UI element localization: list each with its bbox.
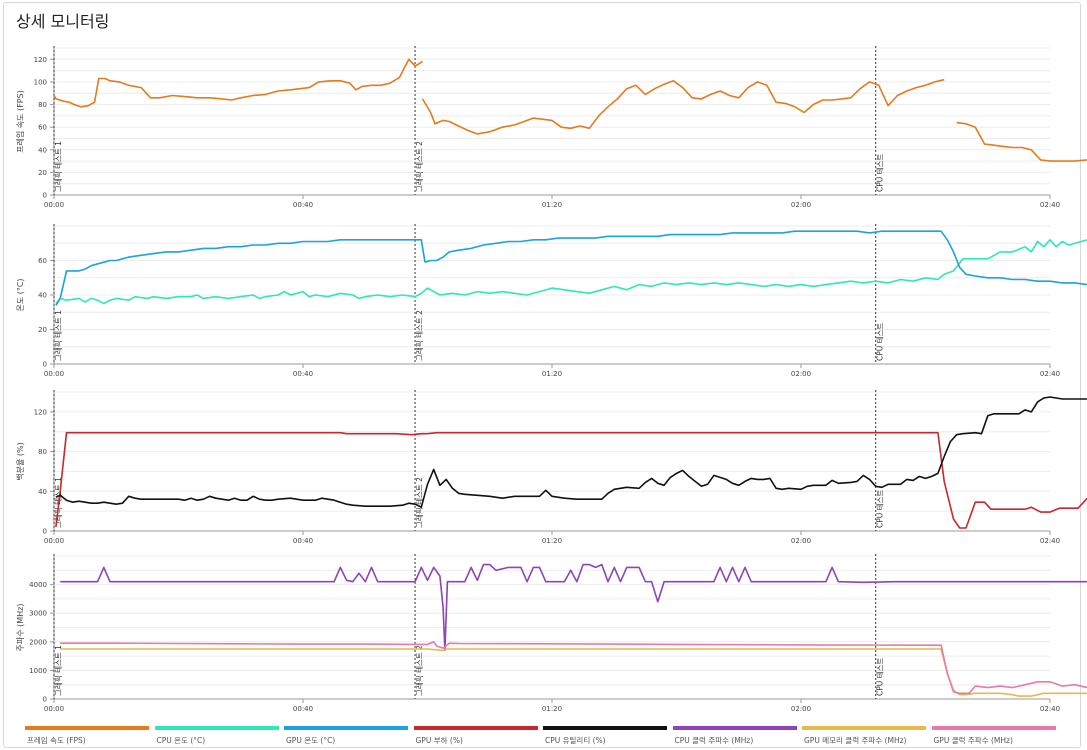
x-tick-label: 00:40 [293, 201, 313, 209]
series-line [55, 239, 426, 306]
y-tick-label: 120 [34, 408, 47, 416]
chart-4: 0 1000 2000 3000 4000 00:00 00:40 01:20 02:00 02:… [16, 554, 1087, 713]
legend-item[interactable]: GPU 클럭 주파수 (MHz) [931, 726, 1058, 746]
y-tick-label: 4000 [29, 581, 47, 589]
legend-label: GPU 메모리 클럭 주파수 (MHz) [804, 736, 907, 745]
x-tick-label: 00:40 [293, 370, 313, 378]
legend-label: CPU 온도 (°C) [156, 736, 206, 745]
x-tick-label: 01:20 [542, 201, 562, 209]
series-line [956, 121, 1087, 162]
legend-label: GPU 부하 (%) [415, 736, 463, 745]
legend-swatch [154, 726, 279, 730]
series-line [53, 58, 423, 108]
test-marker-label: CPU 테스트 [876, 658, 885, 696]
legend-swatch [802, 726, 926, 730]
y-tick-label: 20 [38, 326, 47, 334]
y-tick-label: 60 [38, 124, 47, 132]
chart-2: 0 20 40 60 00:00 00:40 01:20 02:00 02:40 온도 (°C) 그… [16, 224, 1087, 378]
y-tick-label: 80 [38, 101, 47, 109]
page-title: 상세 모니터링 [16, 12, 110, 31]
y-tick-label: 0 [43, 361, 47, 369]
y-tick-label: 0 [43, 528, 47, 536]
x-tick-label: 02:00 [791, 370, 811, 378]
y-axis-label: 주파수 (MHz) [16, 604, 25, 652]
x-tick-label: 02:40 [1040, 370, 1060, 378]
test-marker-label: CPU 테스트 [876, 154, 885, 192]
series-line [55, 431, 1087, 529]
legend-item[interactable]: 프레임 속도 (FPS) [25, 726, 151, 746]
test-marker-label: 그래픽 테스트 2 [414, 141, 424, 192]
legend-swatch [672, 726, 797, 730]
x-tick-label: 02:00 [791, 705, 811, 713]
test-marker-label: 그래픽 테스트 1 [53, 141, 63, 192]
legend-item[interactable]: CPU 온도 (°C) [154, 726, 281, 746]
x-tick-label: 00:00 [44, 370, 64, 378]
test-marker-label: 그래픽 테스트 1 [53, 310, 63, 361]
series-line [60, 640, 1087, 695]
legend-item[interactable]: GPU 온도 (°C) [284, 726, 410, 746]
legend-swatch [25, 726, 149, 730]
test-marker-label: 그래픽 테스트 2 [414, 310, 424, 361]
monitoring-charts: 0 20 40 60 80 100 120 00:00 00:40 01:20 02:00 02:40… [15, 46, 1087, 713]
series-line [60, 563, 1087, 652]
legend-swatch [284, 726, 408, 730]
legend-label: CPU 클럭 주파수 (MHz) [674, 736, 754, 745]
legend-label: CPU 유틸리티 (%) [545, 736, 606, 745]
x-tick-label: 02:40 [1040, 201, 1060, 209]
x-tick-label: 00:00 [44, 705, 64, 713]
x-tick-label: 01:20 [542, 370, 562, 378]
legend-label: GPU 클럭 주파수 (MHz) [933, 736, 1013, 745]
y-tick-label: 3000 [29, 610, 47, 618]
legend: 프레임 속도 (FPS) CPU 온도 (°C) GPU 온도 (°C) GPU 부하… [25, 726, 1065, 746]
legend-swatch [543, 726, 667, 730]
legend-label: 프레임 속도 (FPS) [27, 736, 86, 745]
y-tick-label: 0 [43, 696, 47, 704]
test-marker-label: 그래픽 테스트 2 [414, 645, 424, 696]
test-marker-label: CPU 테스트 [876, 490, 885, 528]
monitoring-panel [3, 2, 1081, 748]
legend-item[interactable]: GPU 부하 (%) [413, 726, 540, 746]
test-marker-label: CPU 테스트 [876, 323, 885, 361]
y-tick-label: 1000 [29, 667, 47, 675]
y-tick-label: 40 [38, 146, 47, 154]
x-tick-label: 01:20 [542, 705, 562, 713]
test-marker-label: 그래픽 테스트 1 [53, 477, 63, 528]
series-line [424, 230, 1087, 286]
chart-1: 0 20 40 60 80 100 120 00:00 00:40 01:20 02:00 02:40… [16, 46, 1087, 209]
x-tick-label: 00:00 [44, 537, 64, 545]
y-axis-label: 프레임 속도 (FPS) [16, 90, 25, 153]
series-line [60, 648, 1087, 697]
y-tick-label: 80 [38, 448, 47, 456]
y-tick-label: 40 [38, 292, 47, 300]
x-tick-label: 02:40 [1040, 705, 1060, 713]
chart-3: 0 40 80 120 00:00 00:40 01:20 02:00 02:40 백분율 (%)… [15, 390, 1087, 545]
x-tick-label: 02:00 [791, 201, 811, 209]
x-tick-label: 01:20 [542, 537, 562, 545]
y-axis-label: 백분율 (%) [15, 442, 25, 480]
y-tick-label: 40 [38, 488, 47, 496]
series-line [55, 396, 1087, 509]
series-line [55, 239, 1087, 305]
legend-item[interactable]: GPU 메모리 클럭 주파수 (MHz) [802, 726, 928, 746]
x-tick-label: 00:00 [44, 201, 64, 209]
x-tick-label: 00:40 [293, 705, 313, 713]
legend-label: GPU 온도 (°C) [286, 736, 336, 745]
x-tick-label: 02:40 [1040, 537, 1060, 545]
series-line [421, 78, 945, 135]
y-tick-label: 0 [43, 192, 47, 200]
legend-swatch [931, 726, 1056, 730]
legend-item[interactable]: CPU 클럭 주파수 (MHz) [672, 726, 799, 746]
y-tick-label: 2000 [29, 638, 47, 646]
legend-swatch [413, 726, 538, 730]
test-marker-label: 그래픽 테스트 2 [414, 477, 424, 528]
y-axis-label: 온도 (°C) [16, 278, 25, 311]
y-tick-label: 60 [38, 257, 47, 265]
y-tick-label: 120 [34, 56, 47, 64]
y-tick-label: 20 [38, 169, 47, 177]
legend-item[interactable]: CPU 유틸리티 (%) [543, 726, 669, 746]
x-tick-label: 00:40 [293, 537, 313, 545]
x-tick-label: 02:00 [791, 537, 811, 545]
test-marker-label: 그래픽 테스트 1 [53, 645, 63, 696]
y-tick-label: 100 [34, 78, 47, 86]
